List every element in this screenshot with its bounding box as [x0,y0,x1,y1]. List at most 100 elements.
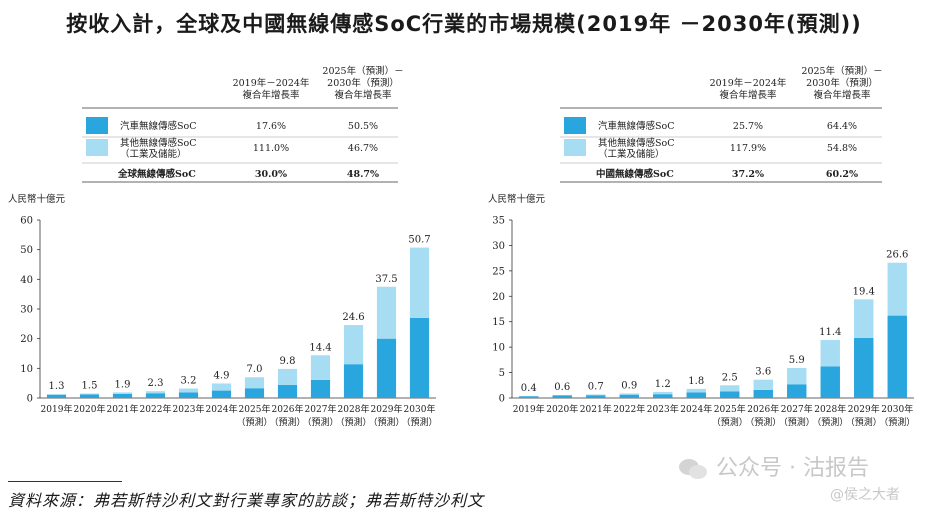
bar-total-label: 9.8 [280,356,296,367]
x-tick-label: （預測） [269,416,305,428]
x-tick-label: （預測） [745,416,781,428]
x-tick-label: 2024年 [680,403,712,415]
legend-swatch-dark [86,117,108,134]
bar-total-label: 1.9 [115,379,131,390]
y-tick-label: 10 [492,343,505,354]
bar-total-label: 0.6 [554,382,570,393]
bar-segment-automotive [145,393,166,398]
bar-segment-automotive [112,393,133,398]
bar-total-label: 1.2 [655,379,671,390]
y-tick-label: 20 [20,334,33,345]
cagr-value-2019-2024: 37.2% [732,169,764,180]
page-title: 按收入計，全球及中國無線傳感SoC行業的市場規模(2019年 －2030年(預測… [66,12,862,36]
bar-segment-other [343,325,364,365]
bar-segment-automotive [277,384,298,398]
x-tick-label: （預測） [302,416,338,428]
table-row-label: 其他無線傳感SoC [598,137,675,149]
bar-total-label: 3.6 [755,367,771,378]
cagr-header-2019-2024: 2019年－2024年 [710,77,787,89]
bar-segment-automotive [79,394,100,398]
china-market-chart: 2019年－2024年複合年增長率2025年（預測）－2030年（預測）複合年增… [488,65,915,428]
bar-total-label: 1.3 [49,381,65,392]
x-tick-label: （預測） [812,416,848,428]
x-tick-label: 2020年 [74,403,106,415]
cagr-header-2025-2030: 2025年（預測）－ [801,65,882,77]
bar-segment-other [653,391,673,395]
x-tick-label: （預測） [401,416,437,428]
x-tick-label: （預測） [879,416,915,428]
bar-segment-automotive [586,395,606,398]
watermark-handle: @侯之大者 [830,487,900,503]
table-row-label: （工業及儲能） [120,148,187,160]
bar-segment-other [820,340,840,367]
y-axis-label: 人民幣十億元 [8,193,66,205]
bar-total-label: 1.8 [688,376,704,387]
bar-total-label: 19.4 [853,286,875,297]
bar-segment-other [586,394,606,396]
cagr-header-2019-2024: 複合年增長率 [719,89,777,101]
x-tick-label: 2022年 [613,403,645,415]
x-tick-label: 2020年 [546,403,578,415]
bar-total-label: 11.4 [819,327,841,338]
bar-segment-automotive [753,389,773,398]
bar-segment-other [887,262,907,316]
table-row-label: 汽車無線傳感SoC [120,120,197,132]
bar-segment-other [376,286,397,339]
bar-segment-automotive [619,394,639,398]
x-tick-label: 2030年 [881,403,913,415]
bar-segment-other [310,355,331,380]
x-tick-label: 2025年 [239,403,271,415]
x-tick-label: 2029年 [371,403,403,415]
x-tick-label: 2026年 [747,403,779,415]
table-row-label: （工業及儲能） [598,148,665,160]
bar-segment-automotive [46,394,67,398]
x-tick-label: （預測） [368,416,404,428]
table-row-label: 其他無線傳感SoC [120,137,197,149]
y-tick-label: 15 [492,317,505,328]
bar-segment-other [211,383,232,391]
bar-segment-automotive [310,379,331,398]
bar-segment-automotive [343,364,364,398]
y-tick-label: 50 [20,245,33,256]
cagr-value-2019-2024: 111.0% [253,143,289,154]
x-tick-label: 2024年 [206,403,238,415]
bar-segment-other [720,385,740,392]
x-tick-label: 2028年 [814,403,846,415]
bar-segment-automotive [519,396,539,398]
bar-total-label: 3.2 [181,376,197,387]
bar-total-label: 50.7 [408,235,430,246]
x-tick-label: 2019年 [513,403,545,415]
cagr-header-2025-2030: 複合年增長率 [334,89,392,101]
cagr-value-2019-2024: 117.9% [730,143,766,154]
bar-total-label: 2.5 [722,372,738,383]
bar-segment-other [46,394,67,395]
cagr-header-2019-2024: 複合年增長率 [242,89,300,101]
cagr-header-2019-2024: 2019年－2024年 [233,77,310,89]
bar-segment-other [277,368,298,385]
bar-total-label: 24.6 [342,312,364,323]
bar-total-label: 14.4 [309,342,331,353]
cagr-value-2019-2024: 30.0% [255,169,287,180]
y-tick-label: 30 [492,241,505,252]
bar-segment-automotive [820,366,840,398]
bar-segment-other [409,247,430,318]
table-row-label: 全球無線傳感SoC [117,168,196,180]
x-tick-label: 2025年 [714,403,746,415]
y-tick-label: 35 [492,216,505,227]
x-tick-label: 2023年 [173,403,205,415]
y-axis-label: 人民幣十億元 [488,193,546,205]
y-tick-label: 10 [20,364,33,375]
x-tick-label: 2022年 [140,403,172,415]
bar-segment-automotive [787,384,807,398]
bar-segment-automotive [686,392,706,398]
bar-segment-automotive [409,317,430,398]
cagr-header-2025-2030: 2030年（預測） [327,77,399,89]
x-tick-label: 2029年 [848,403,880,415]
bar-segment-automotive [653,394,673,398]
y-tick-label: 30 [20,305,33,316]
table-row-label: 中國無線傳感SoC [596,168,674,180]
china-market-panel: 2019年－2024年 複合年增長率 2025年（預測）－ 2030年（預測） 複合年增… [464,0,928,440]
legend-swatch-light [564,139,586,156]
bar-segment-other [686,388,706,393]
bar-segment-automotive [244,388,265,398]
